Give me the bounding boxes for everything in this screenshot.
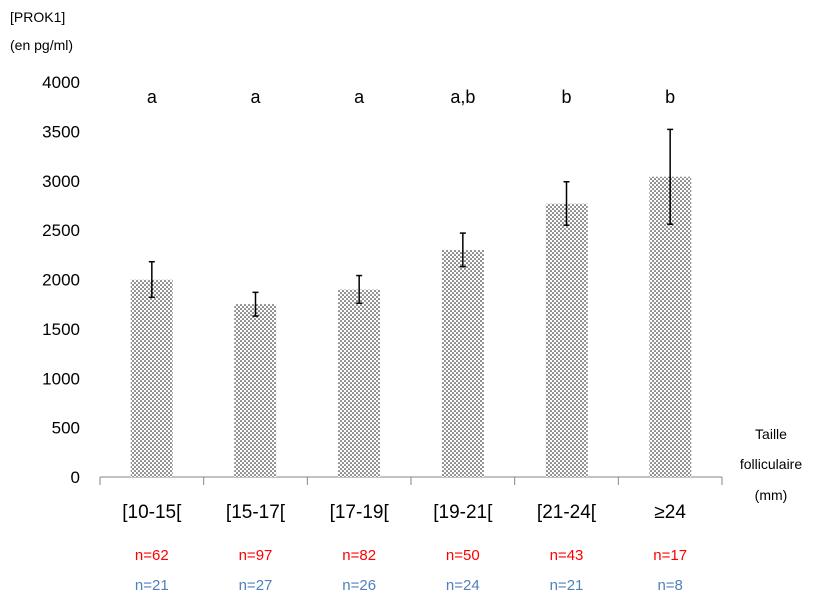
- bar: [130, 279, 173, 477]
- category-label: [10-15[: [122, 502, 182, 523]
- y-tick-label: 3500: [42, 122, 80, 141]
- n-group1-label: n=62: [135, 547, 169, 564]
- bar: [441, 249, 484, 477]
- y-tick-label: 2000: [42, 271, 80, 290]
- category-labels: [10-15[ [15-17[ [17-19[ [19-21[ [21-24[ ≥24: [122, 502, 686, 523]
- n-group1-label: n=43: [550, 547, 584, 564]
- category-label: [17-19[: [330, 502, 390, 523]
- n-group2-label: n=24: [446, 577, 480, 594]
- n-group2-label: n=21: [135, 577, 169, 594]
- x-axis-label-line-1: Taille: [755, 426, 787, 442]
- n-group2-label: n=21: [550, 577, 584, 594]
- n-group1-label: n=82: [342, 547, 376, 564]
- significance-label: b: [665, 87, 675, 107]
- y-axis-ticks: 0 500 1000 1500 2000 2500 3000 3500 4000: [42, 73, 80, 487]
- bar: [649, 176, 692, 478]
- significance-label: a: [354, 87, 365, 107]
- error-bars: [148, 128, 674, 317]
- bar: [545, 203, 588, 477]
- y-tick-label: 1500: [42, 320, 80, 339]
- y-tick-label: 2500: [42, 221, 80, 240]
- n-group2-label: n=27: [239, 577, 273, 594]
- n-group1-labels: n=62 n=97 n=82 n=50 n=43 n=17: [135, 547, 687, 564]
- n-group1-label: n=50: [446, 547, 480, 564]
- x-axis-label-line-2: folliculaire: [740, 456, 802, 472]
- y-tick-label: 500: [52, 419, 80, 438]
- y-tick-label: 1000: [42, 369, 80, 388]
- category-label: [21-24[: [537, 502, 597, 523]
- significance-label: a,b: [450, 87, 475, 107]
- y-tick-label: 3000: [42, 172, 80, 191]
- significance-label: b: [561, 87, 571, 107]
- category-label: [19-21[: [433, 502, 493, 523]
- category-label: [15-17[: [226, 502, 286, 523]
- n-group2-label: n=8: [657, 577, 682, 594]
- significance-labels: a a a a,b b b: [147, 87, 675, 107]
- n-group2-labels: n=21 n=27 n=26 n=24 n=21 n=8: [135, 577, 683, 594]
- bar: [338, 289, 381, 477]
- n-group2-label: n=26: [342, 577, 376, 594]
- bar: [234, 304, 277, 477]
- significance-label: a: [147, 87, 158, 107]
- bars: [130, 176, 692, 478]
- n-group1-label: n=17: [653, 547, 687, 564]
- category-label: ≥24: [654, 502, 686, 523]
- x-axis-ticks: [99, 477, 723, 485]
- significance-label: a: [250, 87, 261, 107]
- y-tick-label: 4000: [42, 73, 80, 92]
- y-tick-label: 0: [71, 468, 80, 487]
- n-group1-label: n=97: [239, 547, 273, 564]
- y-axis-label-line-2: (en pg/ml): [10, 37, 73, 53]
- x-axis-label-line-3: (mm): [755, 487, 788, 503]
- y-axis-label-line-1: [PROK1]: [10, 9, 65, 25]
